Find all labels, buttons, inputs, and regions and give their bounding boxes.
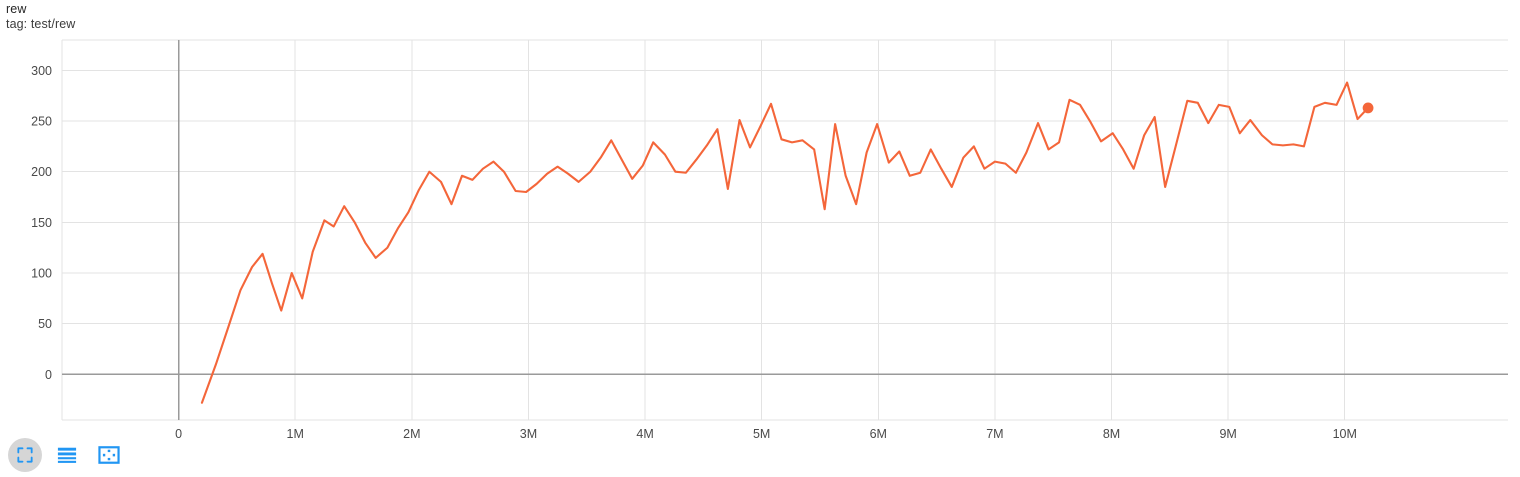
line-chart-svg[interactable]: 0 50 100 150 200 250 300 0 1M 2M 3M 4M 5M 6M 7M 8M 9M 10…	[0, 0, 1520, 440]
fit-domain-icon	[98, 445, 120, 465]
series-group	[200, 81, 1374, 404]
x-axis-tick-label: 1M	[287, 427, 304, 440]
page-title: rew	[6, 2, 27, 16]
fit-domain-button[interactable]	[92, 438, 126, 472]
series-endpoint-marker	[1362, 102, 1374, 114]
y-axis-tick-label: 150	[31, 216, 52, 230]
x-axis-ticks: 0 1M 2M 3M 4M 5M 6M 7M 8M 9M 10M	[175, 427, 1357, 440]
series-line	[200, 81, 1370, 404]
chart-tag-label: tag: test/rew	[6, 16, 76, 31]
x-axis-tick-label: 8M	[1103, 427, 1120, 440]
y-axis-tick-label: 100	[31, 267, 52, 281]
chart-toolbar[interactable]	[8, 438, 126, 472]
y-axis-tick-label: 200	[31, 165, 52, 179]
x-axis-tick-label: 7M	[986, 427, 1003, 440]
y-axis-ticks: 0 50 100 150 200 250 300	[31, 64, 52, 382]
y-axis-tick-label: 300	[31, 64, 52, 78]
chart-header: rew tag: test/rew	[6, 2, 75, 32]
x-axis-tick-label: 4M	[636, 427, 653, 440]
x-axis-tick-label: 10M	[1333, 427, 1357, 440]
x-axis-tick-label: 2M	[403, 427, 420, 440]
data-table-icon	[56, 445, 78, 465]
y-axis-tick-label: 0	[45, 368, 52, 382]
x-axis-tick-label: 9M	[1219, 427, 1236, 440]
x-axis-tick-label: 0	[175, 427, 182, 440]
y-axis-tick-label: 250	[31, 115, 52, 129]
x-axis-tick-label: 5M	[753, 427, 770, 440]
fullscreen-button[interactable]	[8, 438, 42, 472]
x-axis-tick-label: 6M	[870, 427, 887, 440]
gridlines-group	[61, 39, 1508, 421]
fullscreen-icon	[15, 445, 35, 465]
plot-area[interactable]: 0 50 100 150 200 250 300 0 1M 2M 3M 4M 5M 6M 7M 8M 9M 10…	[0, 0, 1520, 440]
axis-lines-group	[62, 40, 1508, 420]
x-axis-tick-label: 3M	[520, 427, 537, 440]
data-table-button[interactable]	[50, 438, 84, 472]
y-axis-tick-label: 50	[38, 317, 52, 331]
